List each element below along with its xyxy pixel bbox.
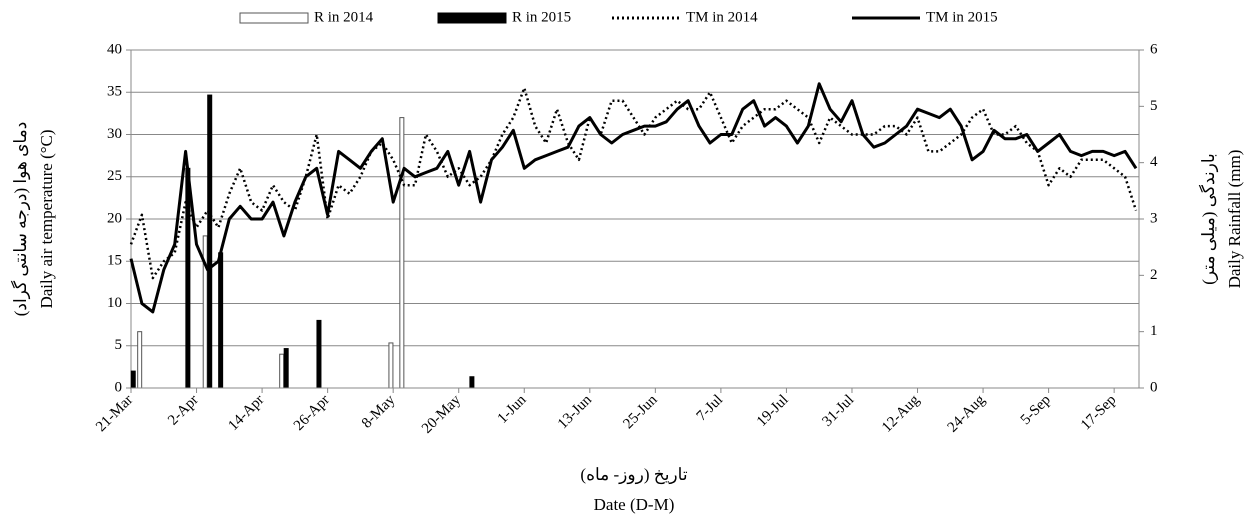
y-tick-label: 5 <box>115 337 123 353</box>
bar <box>207 94 213 389</box>
legend-label: R in 2014 <box>314 9 374 25</box>
x-tick-label: 12-Aug <box>879 392 923 436</box>
x-tick-label: 25-Jun <box>620 392 661 433</box>
legend-label: TM in 2014 <box>686 9 758 25</box>
y2-tick-label: 2 <box>1150 267 1158 283</box>
bar <box>218 252 224 389</box>
y2-tick-label: 5 <box>1150 98 1158 114</box>
y2-tick-label: 0 <box>1150 379 1158 395</box>
x-tick-label: 21-Mar <box>93 392 136 435</box>
bar <box>283 348 289 389</box>
y2-tick-label: 1 <box>1150 323 1158 339</box>
y-tick-label: 40 <box>107 41 122 57</box>
x-tick-label: 26-Apr <box>291 392 333 434</box>
y-axis-title-fa: (دمای هوا (درجه سانتی گراد <box>10 122 31 317</box>
y-tick-label: 30 <box>107 126 122 142</box>
y2-tick-label: 3 <box>1150 210 1158 226</box>
y-tick-label: 35 <box>107 84 122 100</box>
x-tick-label: 17-Sep <box>1078 392 1119 433</box>
y-tick-label: 15 <box>107 253 122 269</box>
y2-tick-label: 4 <box>1150 154 1158 170</box>
x-tick-label: 31-Jul <box>819 392 857 430</box>
bar <box>388 342 394 389</box>
x-tick-label: 14-Apr <box>225 392 267 434</box>
bar <box>279 353 285 389</box>
x-tick-label: 20-May <box>419 392 464 437</box>
x-tick-label: 13-Jun <box>555 392 596 433</box>
y-tick-label: 25 <box>107 168 122 184</box>
x-tick-label: 2-Apr <box>165 392 202 429</box>
y-axis-title: Daily air temperature (°C) <box>37 129 56 308</box>
x-axis-title: Date (D-M) <box>594 495 675 514</box>
y-tick-label: 20 <box>107 210 122 226</box>
legend-swatch <box>437 12 507 24</box>
y-tick-label: 0 <box>115 379 123 395</box>
x-tick-label: 24-Aug <box>945 392 989 436</box>
line <box>129 86 1138 280</box>
x-tick-label: 1-Jun <box>495 392 530 427</box>
legend-label: R in 2015 <box>512 9 571 25</box>
x-tick-label: 5-Sep <box>1018 392 1054 428</box>
x-tick-label: 7-Jul <box>694 392 727 425</box>
x-tick-label: 8-May <box>359 392 399 432</box>
legend-label: TM in 2015 <box>926 9 998 25</box>
bar <box>137 331 143 389</box>
x-tick-label: 19-Jul <box>754 392 792 430</box>
line <box>129 82 1138 314</box>
y2-tick-label: 6 <box>1150 41 1158 57</box>
y-tick-label: 10 <box>107 295 122 311</box>
legend-swatch <box>239 12 309 24</box>
bar <box>469 376 475 389</box>
x-axis-title-fa: تاریخ (روز- ماه) <box>580 465 687 485</box>
y2-axis-title: Daily Rainfall (mm) <box>1225 150 1244 289</box>
bar <box>130 370 136 389</box>
bar <box>316 319 322 389</box>
y2-axis-title-fa: بارندگی (میلی متر) <box>1198 153 1219 285</box>
bar <box>399 117 405 389</box>
